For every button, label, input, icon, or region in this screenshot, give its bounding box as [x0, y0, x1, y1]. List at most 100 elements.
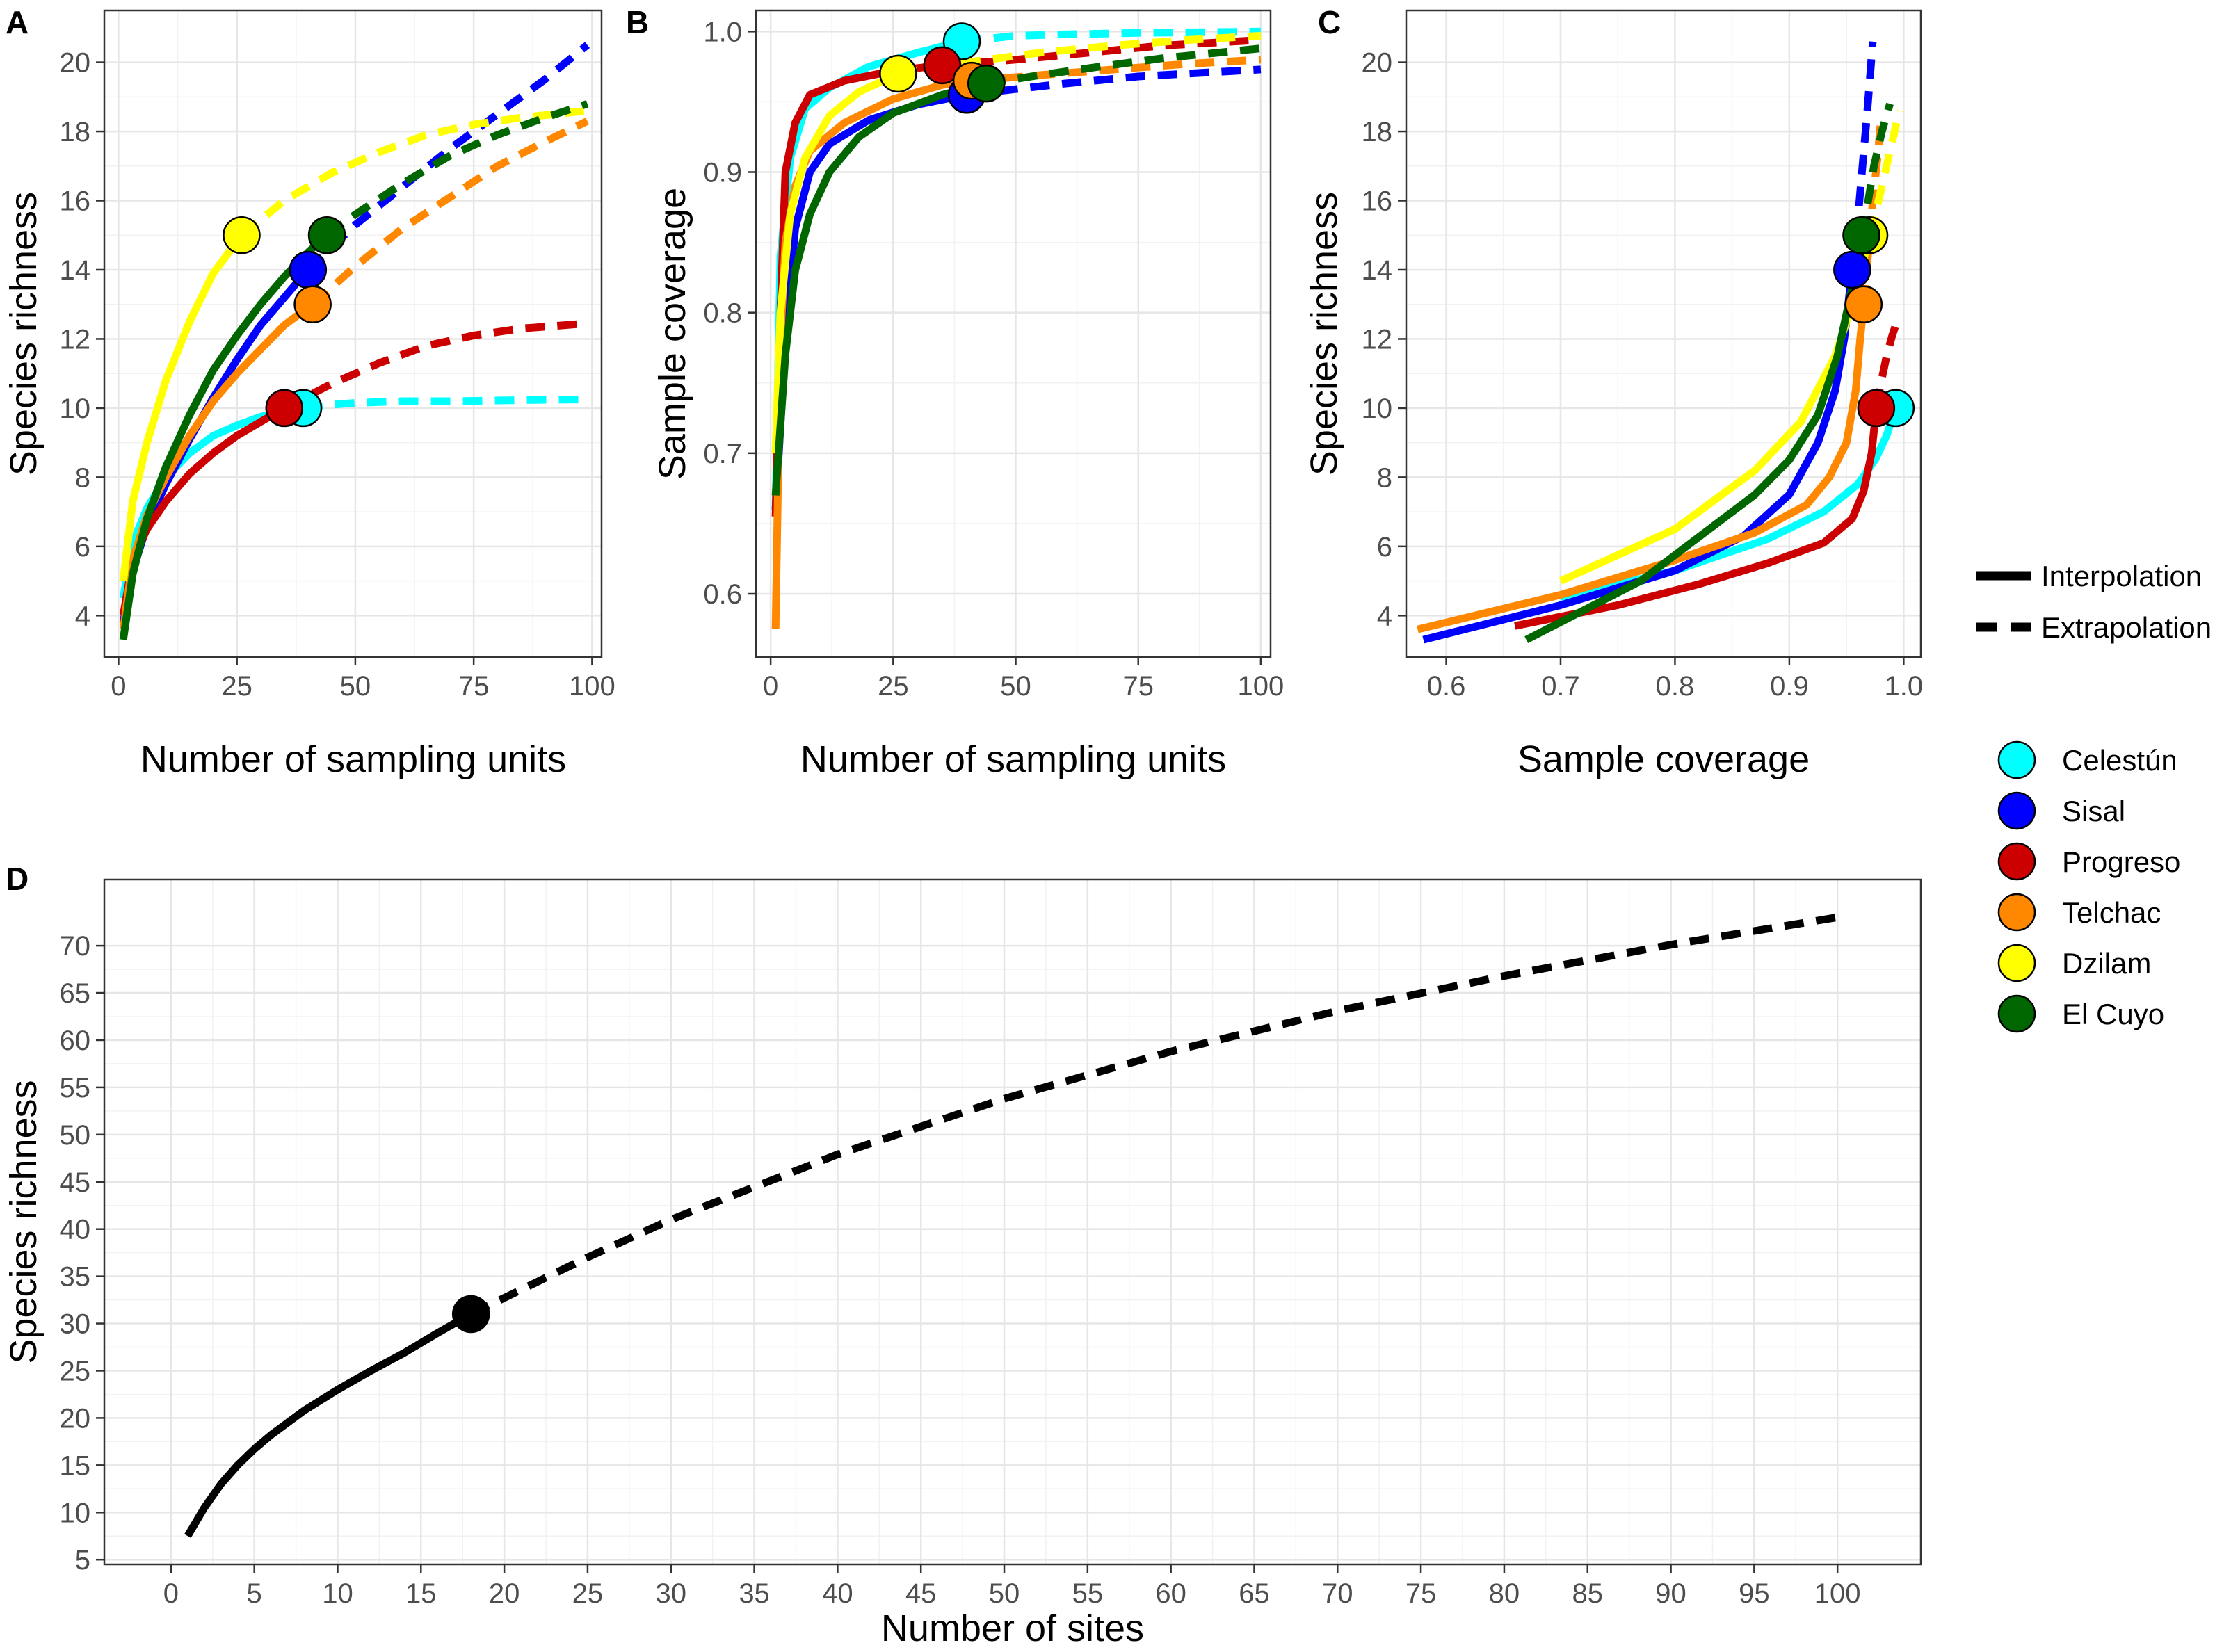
y-tick-label: 0.7 [703, 439, 742, 469]
x-axis-title: Number of sampling units [800, 738, 1226, 780]
legend-site-swatch [1997, 740, 2036, 779]
y-tick-label: 12 [60, 324, 91, 355]
y-tick-label: 14 [60, 255, 91, 286]
x-tick-label: 75 [1406, 1578, 1437, 1609]
y-axis-title: Species richness [1303, 192, 1345, 476]
panel-c: 0.6 0.7 0.8 0.9 1.0 4 6 8 10 12 14 16 18 20 Sample cov… [1303, 9, 1924, 780]
y-tick-label: 4 [75, 601, 90, 631]
y-axis-title: Species richness [3, 1080, 45, 1363]
series-extrapolation-el-cuyo [1858, 102, 1894, 236]
x-tick-label: 45 [905, 1578, 937, 1609]
x-tick-label: 90 [1655, 1578, 1686, 1609]
x-tick-label: 100 [1238, 671, 1284, 702]
x-tick-label: 100 [569, 671, 615, 702]
series-extrapolation-all-sites [469, 913, 1839, 1318]
y-tick-label: 14 [1362, 255, 1393, 286]
panel-letter-d: D [6, 861, 29, 897]
y-tick-label: 0.6 [703, 579, 742, 610]
panel-a: 0 25 50 75 100 4 6 8 10 12 14 16 18 20 Number of sampl… [3, 9, 615, 780]
x-tick-label: 10 [322, 1578, 353, 1609]
panel-border [755, 9, 1272, 658]
observed-point-el-cuyo [1842, 216, 1880, 254]
y-tick-label: 0.8 [703, 298, 742, 329]
series-interpolation-dzilam [119, 233, 245, 582]
legend-site-swatch [1997, 944, 2036, 982]
x-tick-label: 0.9 [1770, 671, 1809, 702]
x-tick-label: 70 [1322, 1578, 1353, 1609]
observed-point-progreso [265, 389, 304, 428]
y-tick-label: 4 [1377, 601, 1392, 631]
observed-point-sisal [289, 250, 328, 289]
legend-sites: Celestún Sisal Progreso Telchac Dzilam E… [1997, 740, 2180, 1033]
series-interpolation-telchac [1417, 304, 1868, 633]
x-tick-label: 0.8 [1656, 671, 1695, 702]
y-tick-label: 50 [60, 1120, 91, 1151]
panel-border [103, 9, 603, 658]
observed-point-el-cuyo [307, 216, 346, 254]
x-axis-title: Number of sampling units [140, 738, 566, 780]
series-extrapolation-celest-n [961, 27, 1261, 45]
observed-point-telchac [293, 285, 332, 323]
series-extrapolation-dzilam [897, 31, 1262, 78]
x-tick-label: 25 [221, 671, 252, 702]
y-tick-label: 35 [60, 1262, 91, 1293]
legend-site-label: Sisal [2062, 795, 2125, 827]
y-tick-label: 60 [60, 1026, 91, 1056]
legend-site-label: Progreso [2062, 845, 2180, 878]
x-tick-label: 65 [1239, 1578, 1270, 1609]
x-tick-label: 75 [458, 671, 490, 702]
legend-site-swatch [1997, 893, 2036, 932]
panel-border [1405, 9, 1922, 658]
y-tick-label: 0.9 [703, 158, 742, 188]
y-tick-label: 8 [75, 462, 90, 493]
observed-point-progreso [923, 46, 962, 85]
legend-site-swatch [1997, 791, 2036, 830]
y-axis-title: Species richness [3, 192, 45, 476]
x-tick-label: 0 [763, 671, 778, 702]
x-tick-label: 50 [340, 671, 371, 702]
legend-line-types: Interpolation Extrapolation [1976, 560, 2212, 644]
observed-point-telchac [1844, 285, 1883, 323]
y-tick-label: 12 [1362, 324, 1393, 355]
y-tick-label: 10 [60, 1498, 91, 1528]
x-tick-label: 35 [739, 1578, 770, 1609]
y-tick-label: 16 [1362, 186, 1393, 217]
y-tick-label: 65 [60, 978, 91, 1009]
x-tick-label: 5 [247, 1578, 262, 1609]
series-extrapolation-el-cuyo [985, 44, 1262, 88]
x-tick-label: 25 [878, 671, 909, 702]
series-interpolation-el-cuyo [771, 79, 988, 496]
x-tick-label: 100 [1814, 1578, 1861, 1609]
panel-letter-c: C [1318, 4, 1341, 40]
panel-border [103, 878, 1922, 1566]
x-axis-title: Number of sites [881, 1608, 1144, 1649]
y-tick-label: 8 [1377, 462, 1392, 493]
legend-site-label: Telchac [2062, 896, 2161, 929]
y-tick-label: 30 [60, 1309, 91, 1340]
x-tick-label: 95 [1739, 1578, 1770, 1609]
x-tick-label: 50 [989, 1578, 1020, 1609]
x-tick-label: 1.0 [1885, 671, 1924, 702]
x-tick-label: 0.7 [1541, 671, 1580, 702]
x-tick-label: 0 [111, 671, 126, 702]
series-extrapolation-progreso [942, 36, 1262, 70]
y-tick-label: 20 [60, 1403, 91, 1434]
x-tick-label: 80 [1489, 1578, 1520, 1609]
y-tick-label: 15 [60, 1450, 91, 1481]
x-tick-label: 55 [1072, 1578, 1104, 1609]
panel-d: 0 5 10 15 20 25 30 35 40 45 50 55 60 65 70 75 80 85 90 95 10… [3, 878, 1922, 1649]
y-tick-label: 55 [60, 1073, 91, 1103]
x-tick-label: 75 [1122, 671, 1154, 702]
y-tick-label: 45 [60, 1167, 91, 1198]
observed-point-dzilam [223, 216, 261, 254]
observed-point-progreso [1857, 389, 1896, 428]
y-tick-label: 40 [60, 1215, 91, 1245]
series-extrapolation-dzilam [239, 106, 588, 238]
y-tick-label: 1.0 [703, 17, 742, 47]
x-tick-label: 40 [822, 1578, 853, 1609]
series-extrapolation-celest-n [303, 396, 588, 412]
y-tick-label: 20 [60, 48, 91, 79]
x-tick-label: 0 [163, 1578, 179, 1609]
y-tick-label: 6 [1377, 532, 1392, 562]
